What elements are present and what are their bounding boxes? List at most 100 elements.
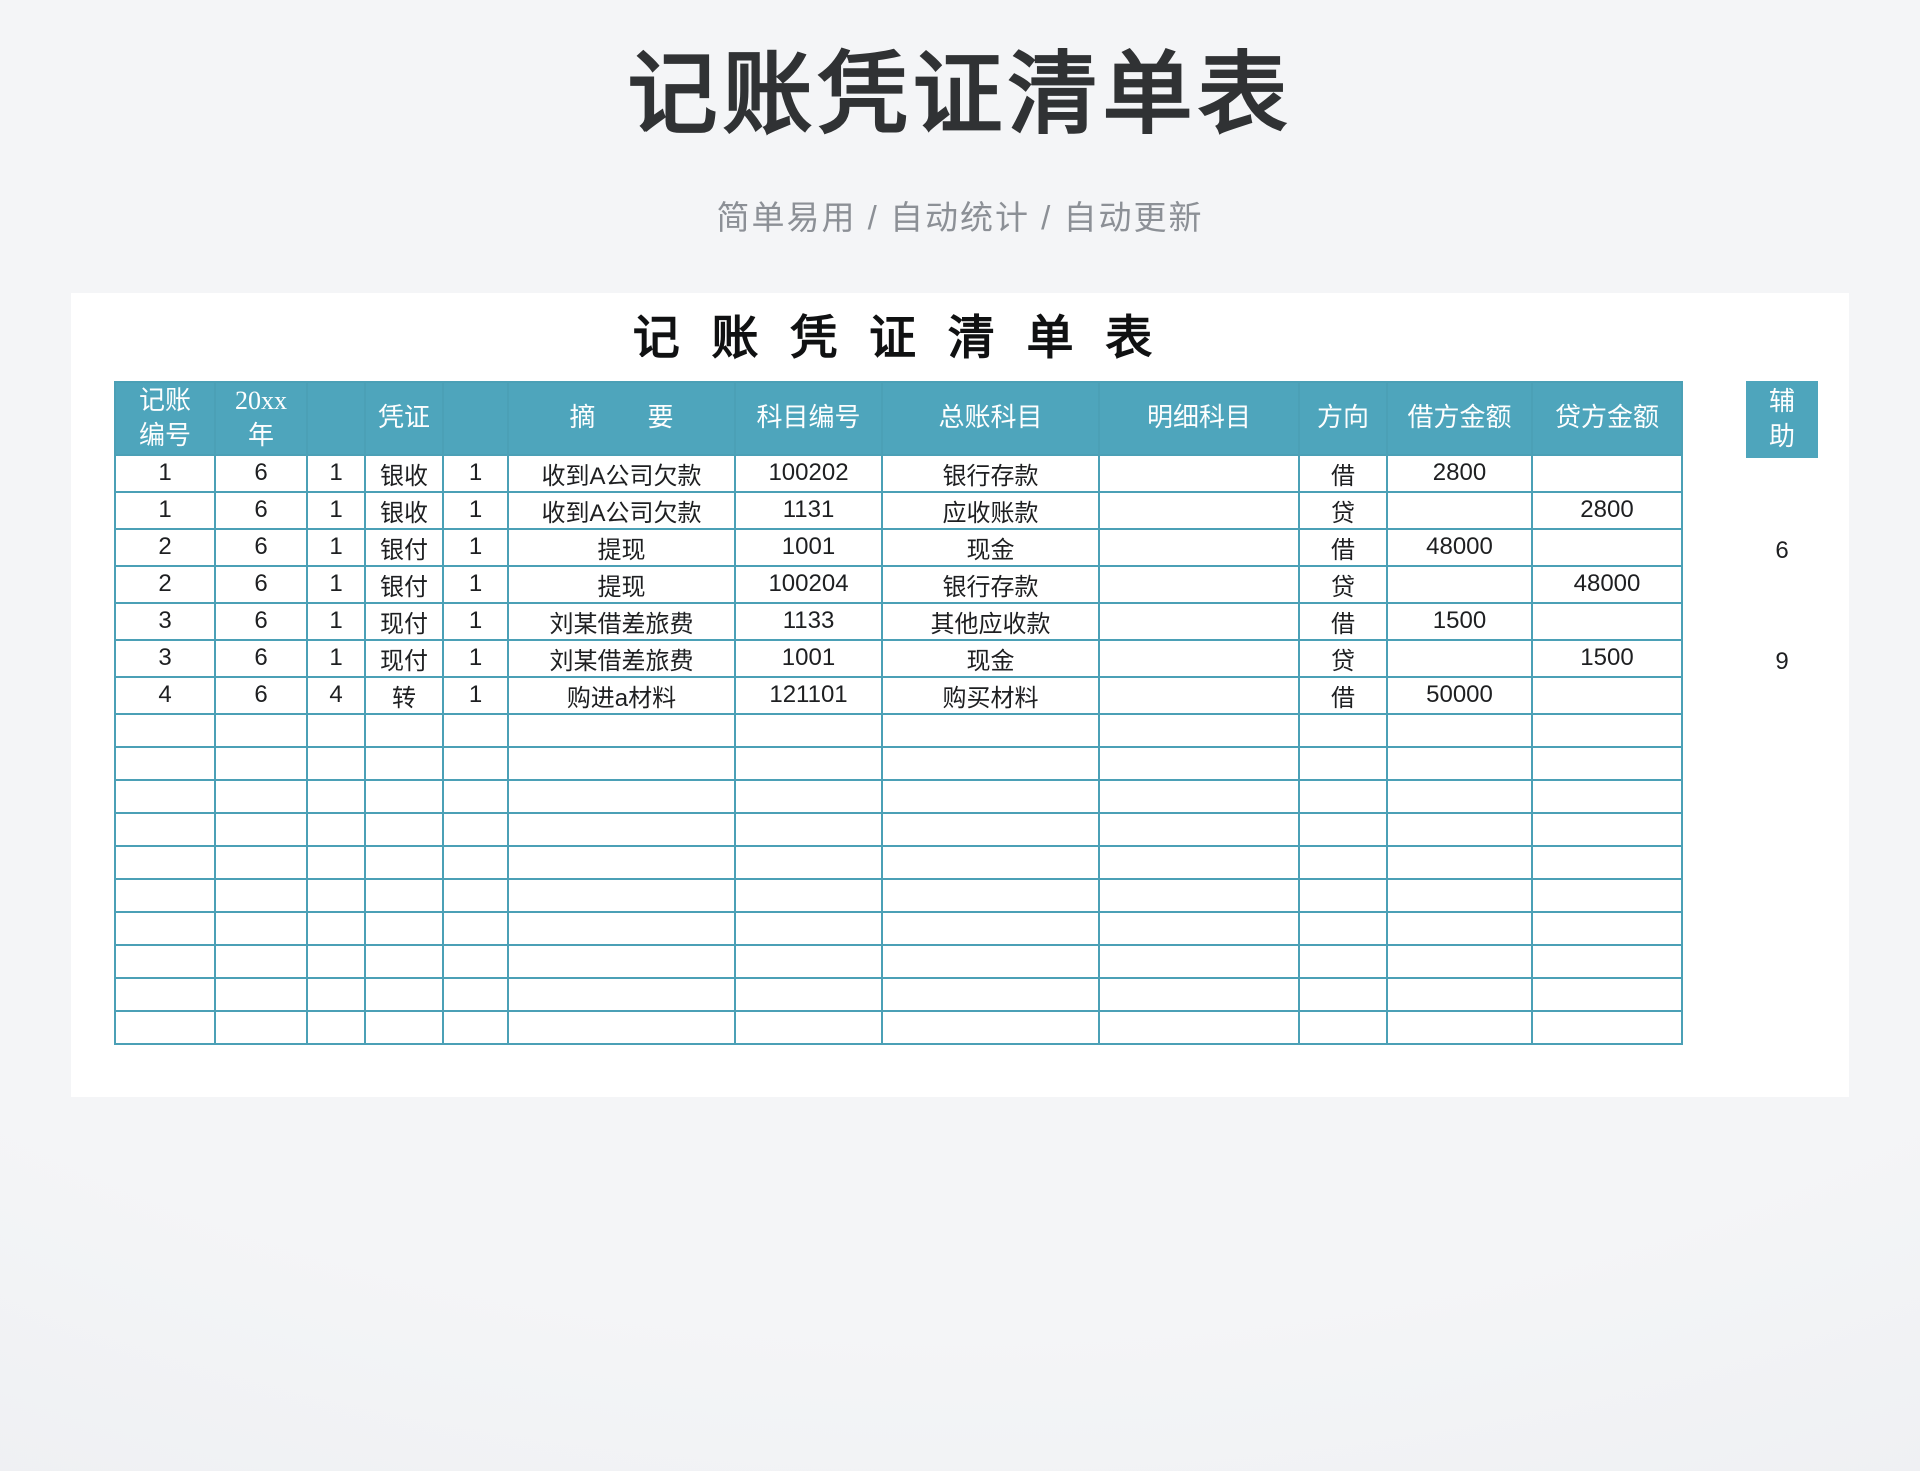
cell-account_no [734, 910, 883, 946]
cell-direction [1298, 976, 1388, 1012]
cell-detail_account [1098, 564, 1300, 604]
cell-year_month [214, 1009, 308, 1045]
cell-voucher_no: 1 [442, 675, 509, 715]
cell-ledger_account [881, 745, 1100, 781]
cell-account_no [734, 1009, 883, 1045]
column-header-voucher_no [442, 380, 509, 456]
aux-column: 辅 助 6 9 [1746, 380, 1851, 1045]
cell-credit_amount [1531, 527, 1683, 567]
cell-year_month: 6 [214, 601, 308, 641]
cell-day [306, 778, 366, 814]
cell-debit_amount: 50000 [1386, 675, 1533, 715]
cell-direction: 借 [1298, 527, 1388, 567]
empty-row [114, 712, 1683, 748]
cell-debit_amount [1386, 490, 1533, 530]
cell-voucher_type: 银收 [364, 490, 444, 530]
cell-summary: 提现 [507, 527, 736, 567]
header-row: 记账 编号 20xx 年凭证摘 要科目编号 总账科目 明细科目 方向 借方金额 贷方金额 [114, 380, 1683, 456]
cell-summary [507, 910, 736, 946]
cell-voucher_no: 1 [442, 638, 509, 678]
cell-debit_amount [1386, 1009, 1533, 1045]
empty-row [114, 1009, 1683, 1045]
cell-year_month: 6 [214, 675, 308, 715]
cell-voucher_type: 银收 [364, 453, 444, 493]
cell-detail_account [1098, 943, 1300, 979]
cell-voucher_id: 2 [114, 564, 216, 604]
cell-voucher_type [364, 745, 444, 781]
cell-credit_amount [1531, 1009, 1683, 1045]
cell-credit_amount [1531, 601, 1683, 641]
cell-voucher_id [114, 811, 216, 847]
empty-row [114, 877, 1683, 913]
column-header-voucher_id: 记账 编号 [114, 380, 216, 456]
cell-direction [1298, 910, 1388, 946]
cell-detail_account [1098, 910, 1300, 946]
cell-detail_account [1098, 490, 1300, 530]
cell-year_month [214, 712, 308, 748]
cell-debit_amount [1386, 564, 1533, 604]
cell-account_no [734, 877, 883, 913]
cell-summary [507, 778, 736, 814]
cell-day [306, 943, 366, 979]
cell-debit_amount [1386, 844, 1533, 880]
sheet-body: 记账 编号 20xx 年凭证摘 要科目编号 总账科目 明细科目 方向 借方金额 贷方金额 1… [114, 380, 1851, 1045]
cell-credit_amount [1531, 844, 1683, 880]
cell-account_no: 1131 [734, 490, 883, 530]
cell-direction: 借 [1298, 453, 1388, 493]
cell-voucher_no [442, 910, 509, 946]
cell-ledger_account [881, 778, 1100, 814]
cell-credit_amount [1531, 943, 1683, 979]
cell-voucher_id [114, 943, 216, 979]
cell-account_no [734, 844, 883, 880]
cell-voucher_type: 银付 [364, 527, 444, 567]
cell-voucher_no: 1 [442, 490, 509, 530]
cell-year_month: 6 [214, 527, 308, 567]
cell-summary: 提现 [507, 564, 736, 604]
cell-ledger_account: 银行存款 [881, 564, 1100, 604]
cell-direction [1298, 778, 1388, 814]
cell-day [306, 910, 366, 946]
spreadsheet-card: 记 账 凭 证 清 单 表 记账 编号 20xx 年凭证摘 要科目编号 总账科目 明细… [71, 292, 1851, 1097]
cell-account_no: 1001 [734, 527, 883, 567]
cell-voucher_no [442, 712, 509, 748]
cell-account_no [734, 976, 883, 1012]
voucher-row: 2 6 1 银付 1 提现 1001 现金借 48000 [114, 527, 1683, 567]
cell-account_no [734, 745, 883, 781]
voucher-row: 3 6 1 现付 1 刘某借差旅费 1001 现金贷 1500 [114, 638, 1683, 678]
voucher-row: 1 6 1 银收 1 收到A公司欠款 100202 银行存款借 2800 [114, 453, 1683, 493]
column-header-voucher_type: 凭证 [364, 380, 444, 456]
cell-direction [1298, 712, 1388, 748]
cell-account_no [734, 811, 883, 847]
cell-detail_account [1098, 745, 1300, 781]
aux-header: 辅 助 [1746, 380, 1818, 458]
cell-credit_amount [1531, 712, 1683, 748]
cell-year_month [214, 811, 308, 847]
cell-summary [507, 976, 736, 1012]
cell-credit_amount [1531, 976, 1683, 1012]
cell-year_month [214, 943, 308, 979]
cell-credit_amount [1531, 877, 1683, 913]
cell-year_month: 6 [214, 490, 308, 530]
cell-summary [507, 943, 736, 979]
cell-voucher_id [114, 844, 216, 880]
cell-detail_account [1098, 601, 1300, 641]
cell-credit_amount: 2800 [1531, 490, 1683, 530]
cell-summary: 收到A公司欠款 [507, 490, 736, 530]
cell-summary [507, 877, 736, 913]
empty-row [114, 745, 1683, 781]
cell-voucher_type [364, 910, 444, 946]
cell-direction [1298, 943, 1388, 979]
cell-ledger_account: 现金 [881, 527, 1100, 567]
cell-year_month [214, 877, 308, 913]
cell-ledger_account: 其他应收款 [881, 601, 1100, 641]
aux-value: 6 [1775, 536, 1789, 564]
cell-direction: 借 [1298, 675, 1388, 715]
empty-row [114, 976, 1683, 1012]
cell-credit_amount: 1500 [1531, 638, 1683, 678]
cell-day: 4 [306, 675, 366, 715]
sheet-title: 记 账 凭 证 清 单 表 [632, 312, 1163, 365]
cell-summary [507, 712, 736, 748]
column-header-account_no: 科目编号 [734, 380, 883, 456]
cell-voucher_id: 3 [114, 638, 216, 678]
cell-detail_account [1098, 844, 1300, 880]
